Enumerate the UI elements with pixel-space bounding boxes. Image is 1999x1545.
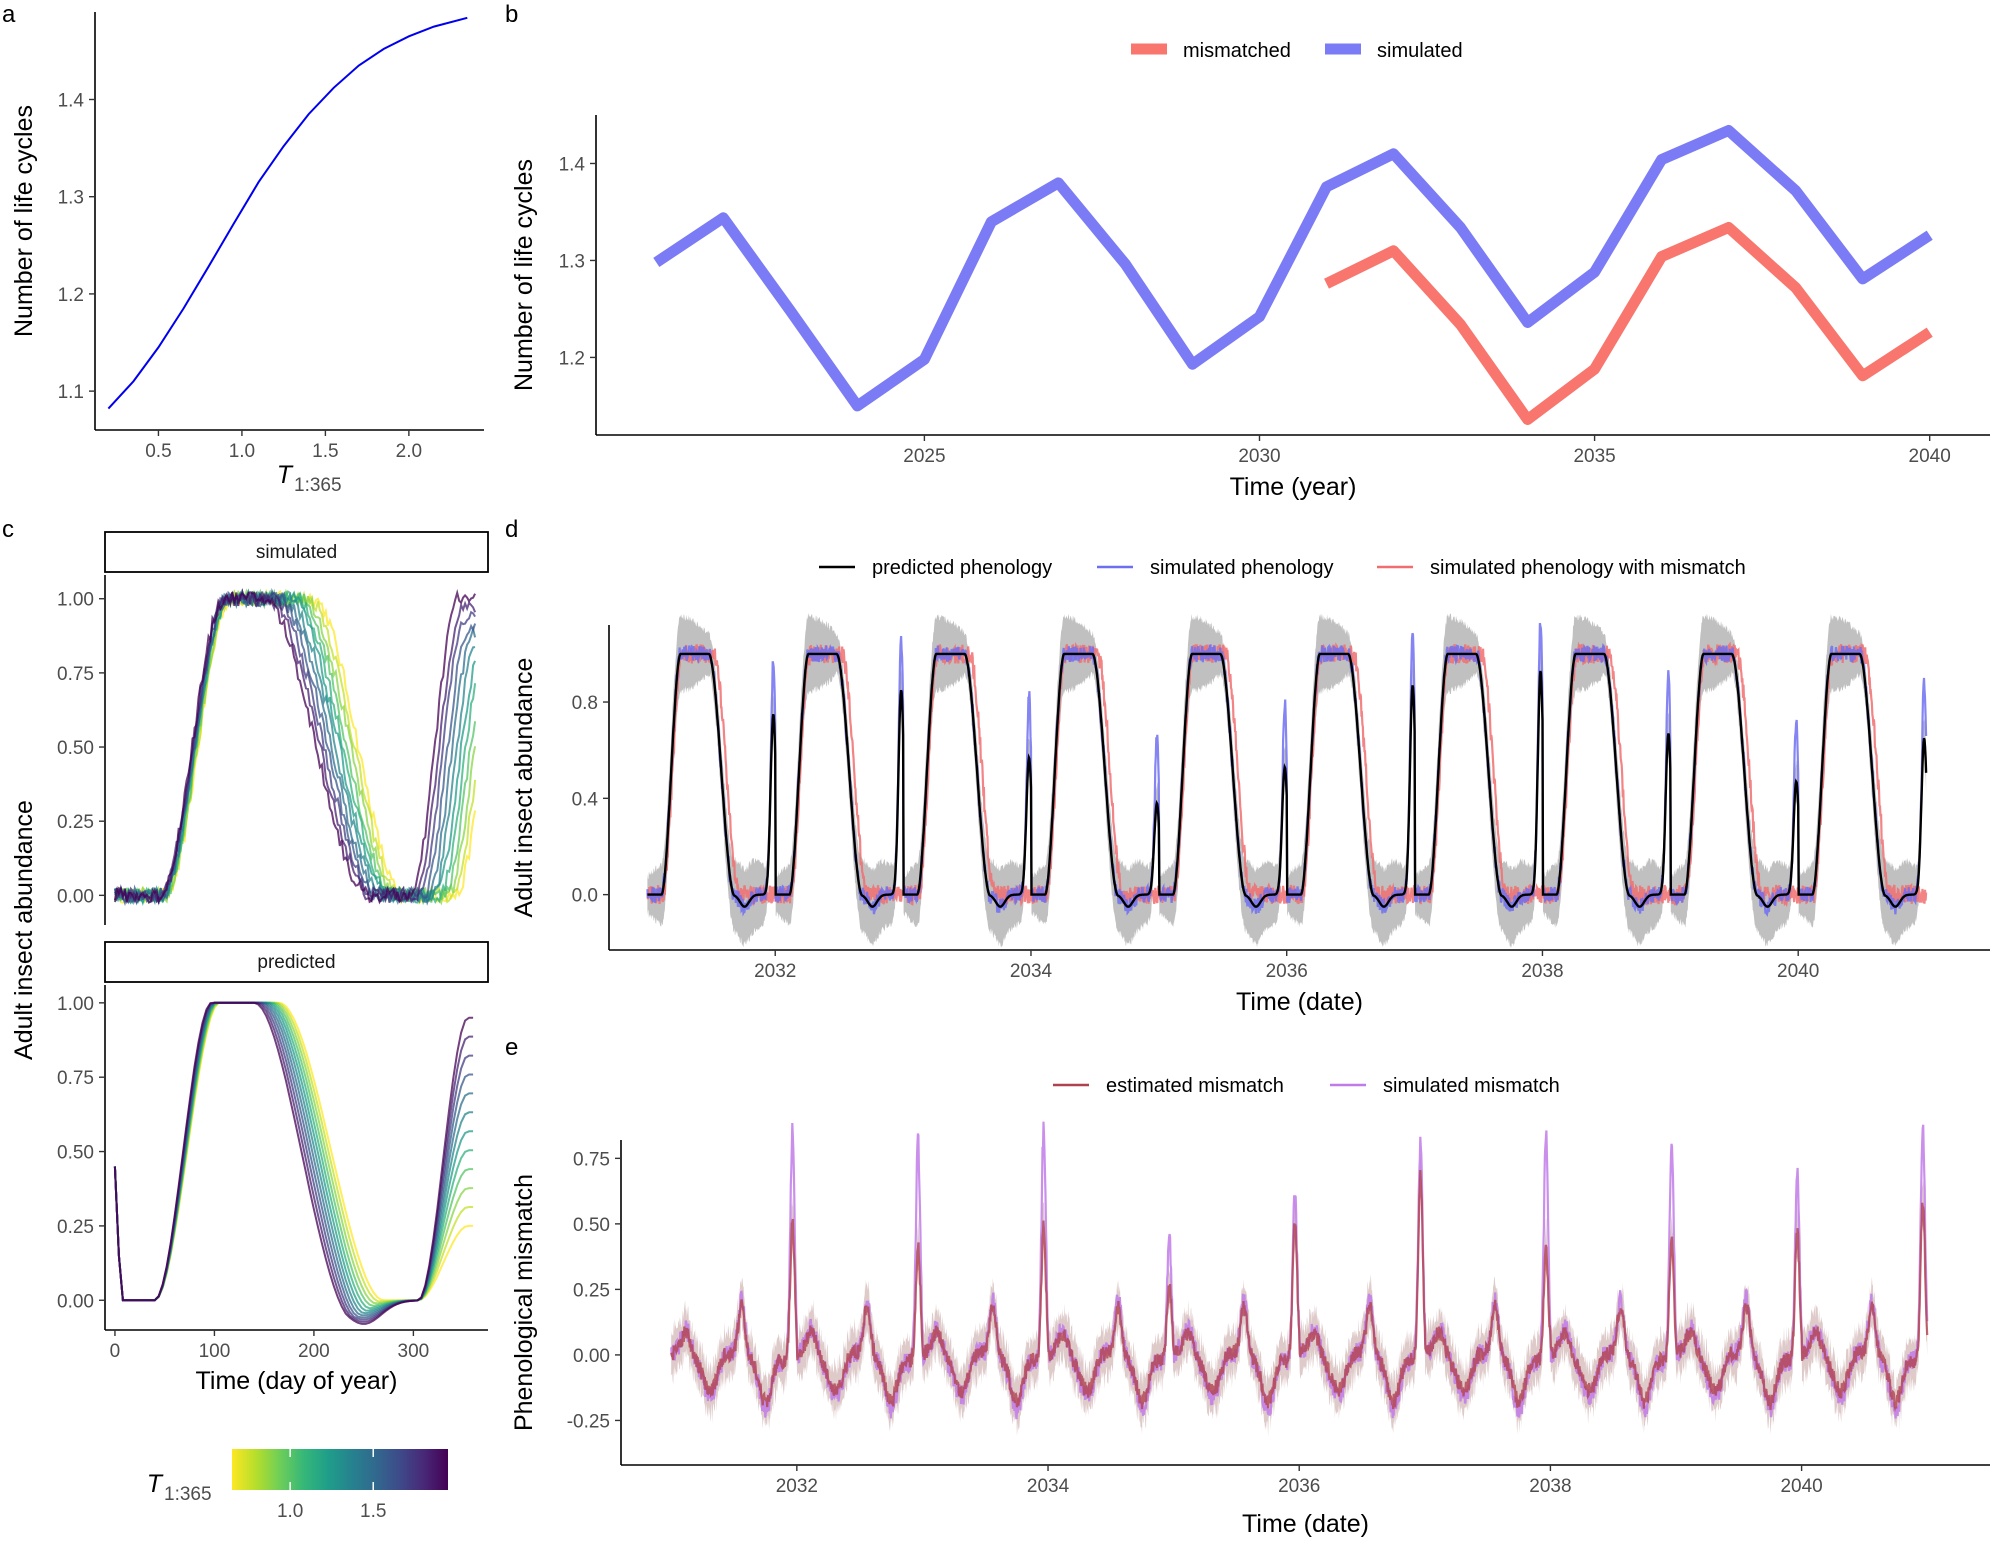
panel-a-x-tick-label: 0.5 — [145, 441, 171, 462]
panel-e-x-tick-label: 2032 — [776, 1476, 818, 1497]
panel-a-y-tick-label: 1.2 — [58, 285, 84, 306]
panel-b-chart: 2025 2030 2035 2040 1.2 1.3 1.4 Number of life … — [510, 40, 1990, 501]
panel-c-colorbar — [232, 1449, 448, 1490]
panel-d-legend-label-simulated: simulated phenology — [1150, 557, 1333, 579]
panel-d-x-tick-label: 2038 — [1521, 961, 1563, 982]
panel-c-series-predicted — [113, 1001, 474, 1319]
panel-e-series-estimated-mismatch — [670, 1169, 1929, 1412]
panel-c-strip-label-simulated: simulated — [256, 542, 337, 563]
panel-label-e: e — [505, 1034, 518, 1061]
panel-e-x-tick-label: 2038 — [1529, 1476, 1571, 1497]
panel-c-strip-predicted — [104, 941, 489, 983]
panel-e-y-tick-label: 0.00 — [573, 1346, 610, 1367]
panel-a-x-tick-label: 2.0 — [396, 441, 422, 462]
panel-c-strip-label-predicted: predicted — [257, 952, 335, 973]
panel-a-y-tick-label: 1.4 — [58, 90, 85, 111]
panel-label-c: c — [2, 516, 14, 543]
panel-d-legend-label-predicted: predicted phenology — [872, 557, 1052, 579]
panel-b-x-tick-label: 2035 — [1573, 446, 1615, 467]
panel-c-strip-simulated — [104, 531, 489, 573]
panel-c-y-tick-label: 0.75 — [57, 1068, 94, 1089]
panel-c-series-simulated — [113, 588, 476, 905]
panel-a-x-axis-title: T — [277, 461, 294, 489]
panel-c-x-axis-title: Time (day of year) — [196, 1367, 398, 1395]
panel-d-series-predicted — [647, 652, 1928, 908]
panel-c-x-tick-label: 0 — [110, 1341, 121, 1362]
panel-b-y-tick-label: 1.3 — [559, 251, 585, 272]
panel-b-series-simulated — [653, 125, 1933, 412]
panel-e-legend-label-simulated: simulated mismatch — [1383, 1075, 1560, 1097]
panel-e-x-tick-label: 2036 — [1278, 1476, 1320, 1497]
panel-a-chart: 0.5 1.0 1.5 2.0 1.1 1.2 1.3 1.4 Number of life c… — [10, 12, 484, 496]
panel-d-y-tick-label: 0.0 — [572, 886, 598, 907]
panel-c-y-tick-label: 0.00 — [57, 1291, 94, 1312]
panel-a-x-tick-label: 1.0 — [229, 441, 255, 462]
panel-c-y-tick-label: 0.25 — [57, 812, 94, 833]
panel-b-x-axis-title: Time (year) — [1230, 473, 1357, 501]
panel-b-y-tick-label: 1.4 — [559, 154, 586, 175]
panel-a-y-tick-label: 1.3 — [58, 188, 84, 209]
panel-c-y-tick-label: 0.25 — [57, 1217, 94, 1238]
panel-label-b: b — [505, 1, 518, 28]
panel-c-y-tick-label: 0.50 — [57, 738, 94, 759]
panel-e-legend-label-estimated: estimated mismatch — [1106, 1075, 1284, 1097]
panel-e-x-axis-title: Time (date) — [1242, 1510, 1369, 1538]
panel-c-x-tick-label: 300 — [398, 1341, 430, 1362]
panel-c-colorbar-tick-label: 1.5 — [360, 1501, 386, 1522]
panel-e-chart: 2032 2034 2036 2038 2040 -0.25 0.00 0.25 0.50 0.7… — [510, 1075, 1990, 1538]
panel-c-y-tick-label: 0.00 — [57, 886, 94, 907]
panel-d-y-tick-label: 0.4 — [572, 789, 599, 810]
panel-d-x-axis-title: Time (date) — [1236, 988, 1363, 1016]
panel-e-x-tick-label: 2034 — [1027, 1476, 1070, 1497]
panel-e-y-tick-label: 0.25 — [573, 1280, 610, 1301]
panel-a-x-axis-subscript: 1:365 — [294, 475, 342, 496]
panel-label-a: a — [2, 1, 16, 28]
panel-c-y-tick-label: 0.75 — [57, 664, 94, 685]
panel-b-series-mismatched — [1324, 222, 1933, 425]
panel-e-estimate-band — [671, 1153, 1928, 1437]
panel-a-y-tick-label: 1.1 — [58, 382, 84, 403]
panel-c-chart: simulated0.000.250.500.751.00predicted0.… — [10, 531, 489, 1522]
panel-c-y-tick-label: 0.50 — [57, 1143, 94, 1164]
panel-c-y-tick-label: 1.00 — [57, 994, 94, 1015]
panel-e-series-simulated-mismatch — [670, 1121, 1929, 1420]
panel-d-series-simulated — [646, 622, 1928, 917]
panel-a-x-tick-label: 1.5 — [312, 441, 338, 462]
panel-c-x-tick-label: 200 — [298, 1341, 330, 1362]
panel-b-y-axis-title: Number of life cycles — [510, 159, 538, 391]
panel-c-colorbar-title-subscript: 1:365 — [164, 1484, 212, 1505]
panel-b-x-tick-label: 2040 — [1909, 446, 1951, 467]
panel-d-x-tick-label: 2036 — [1266, 961, 1308, 982]
panel-e-y-tick-label: 0.50 — [573, 1215, 610, 1236]
panel-e-y-tick-label: -0.25 — [567, 1411, 610, 1432]
panel-b-y-tick-label: 1.2 — [559, 348, 585, 369]
panel-b-x-tick-label: 2030 — [1238, 446, 1280, 467]
panel-label-d: d — [505, 516, 518, 543]
panel-d-y-axis-title: Adult insect abundance — [510, 658, 538, 918]
panel-d-chart: 2032 2034 2036 2038 2040 0.0 0.4 0.8 Adult insec… — [510, 557, 1990, 1016]
panel-c-x-tick-label: 100 — [199, 1341, 231, 1362]
panel-c-y-tick-label: 1.00 — [57, 590, 94, 611]
panel-e-x-tick-label: 2040 — [1780, 1476, 1822, 1497]
panel-b-legend-label-simulated: simulated — [1377, 40, 1463, 62]
panel-b-legend-label-mismatched: mismatched — [1183, 40, 1291, 62]
panel-a-y-axis-title: Number of life cycles — [10, 105, 38, 337]
panel-d-x-tick-label: 2034 — [1010, 961, 1053, 982]
panel-c-y-axis-title: Adult insect abundance — [10, 800, 38, 1060]
panel-d-legend-label-mismatch: simulated phenology with mismatch — [1430, 557, 1746, 579]
panel-c-series-simulated — [113, 588, 477, 904]
panel-e-y-tick-label: 0.75 — [573, 1149, 610, 1170]
panel-d-x-tick-label: 2040 — [1777, 961, 1819, 982]
panel-e-y-axis-title: Phenological mismatch — [510, 1174, 538, 1431]
panel-b-x-tick-label: 2025 — [903, 446, 945, 467]
panel-a-series-line — [107, 16, 468, 410]
panel-d-x-tick-label: 2032 — [754, 961, 796, 982]
panel-d-y-tick-label: 0.8 — [572, 693, 598, 714]
panel-c-colorbar-tick-label: 1.0 — [277, 1501, 303, 1522]
panel-c-colorbar-title: T — [147, 1470, 164, 1498]
panel-c-series-predicted — [113, 1001, 474, 1325]
